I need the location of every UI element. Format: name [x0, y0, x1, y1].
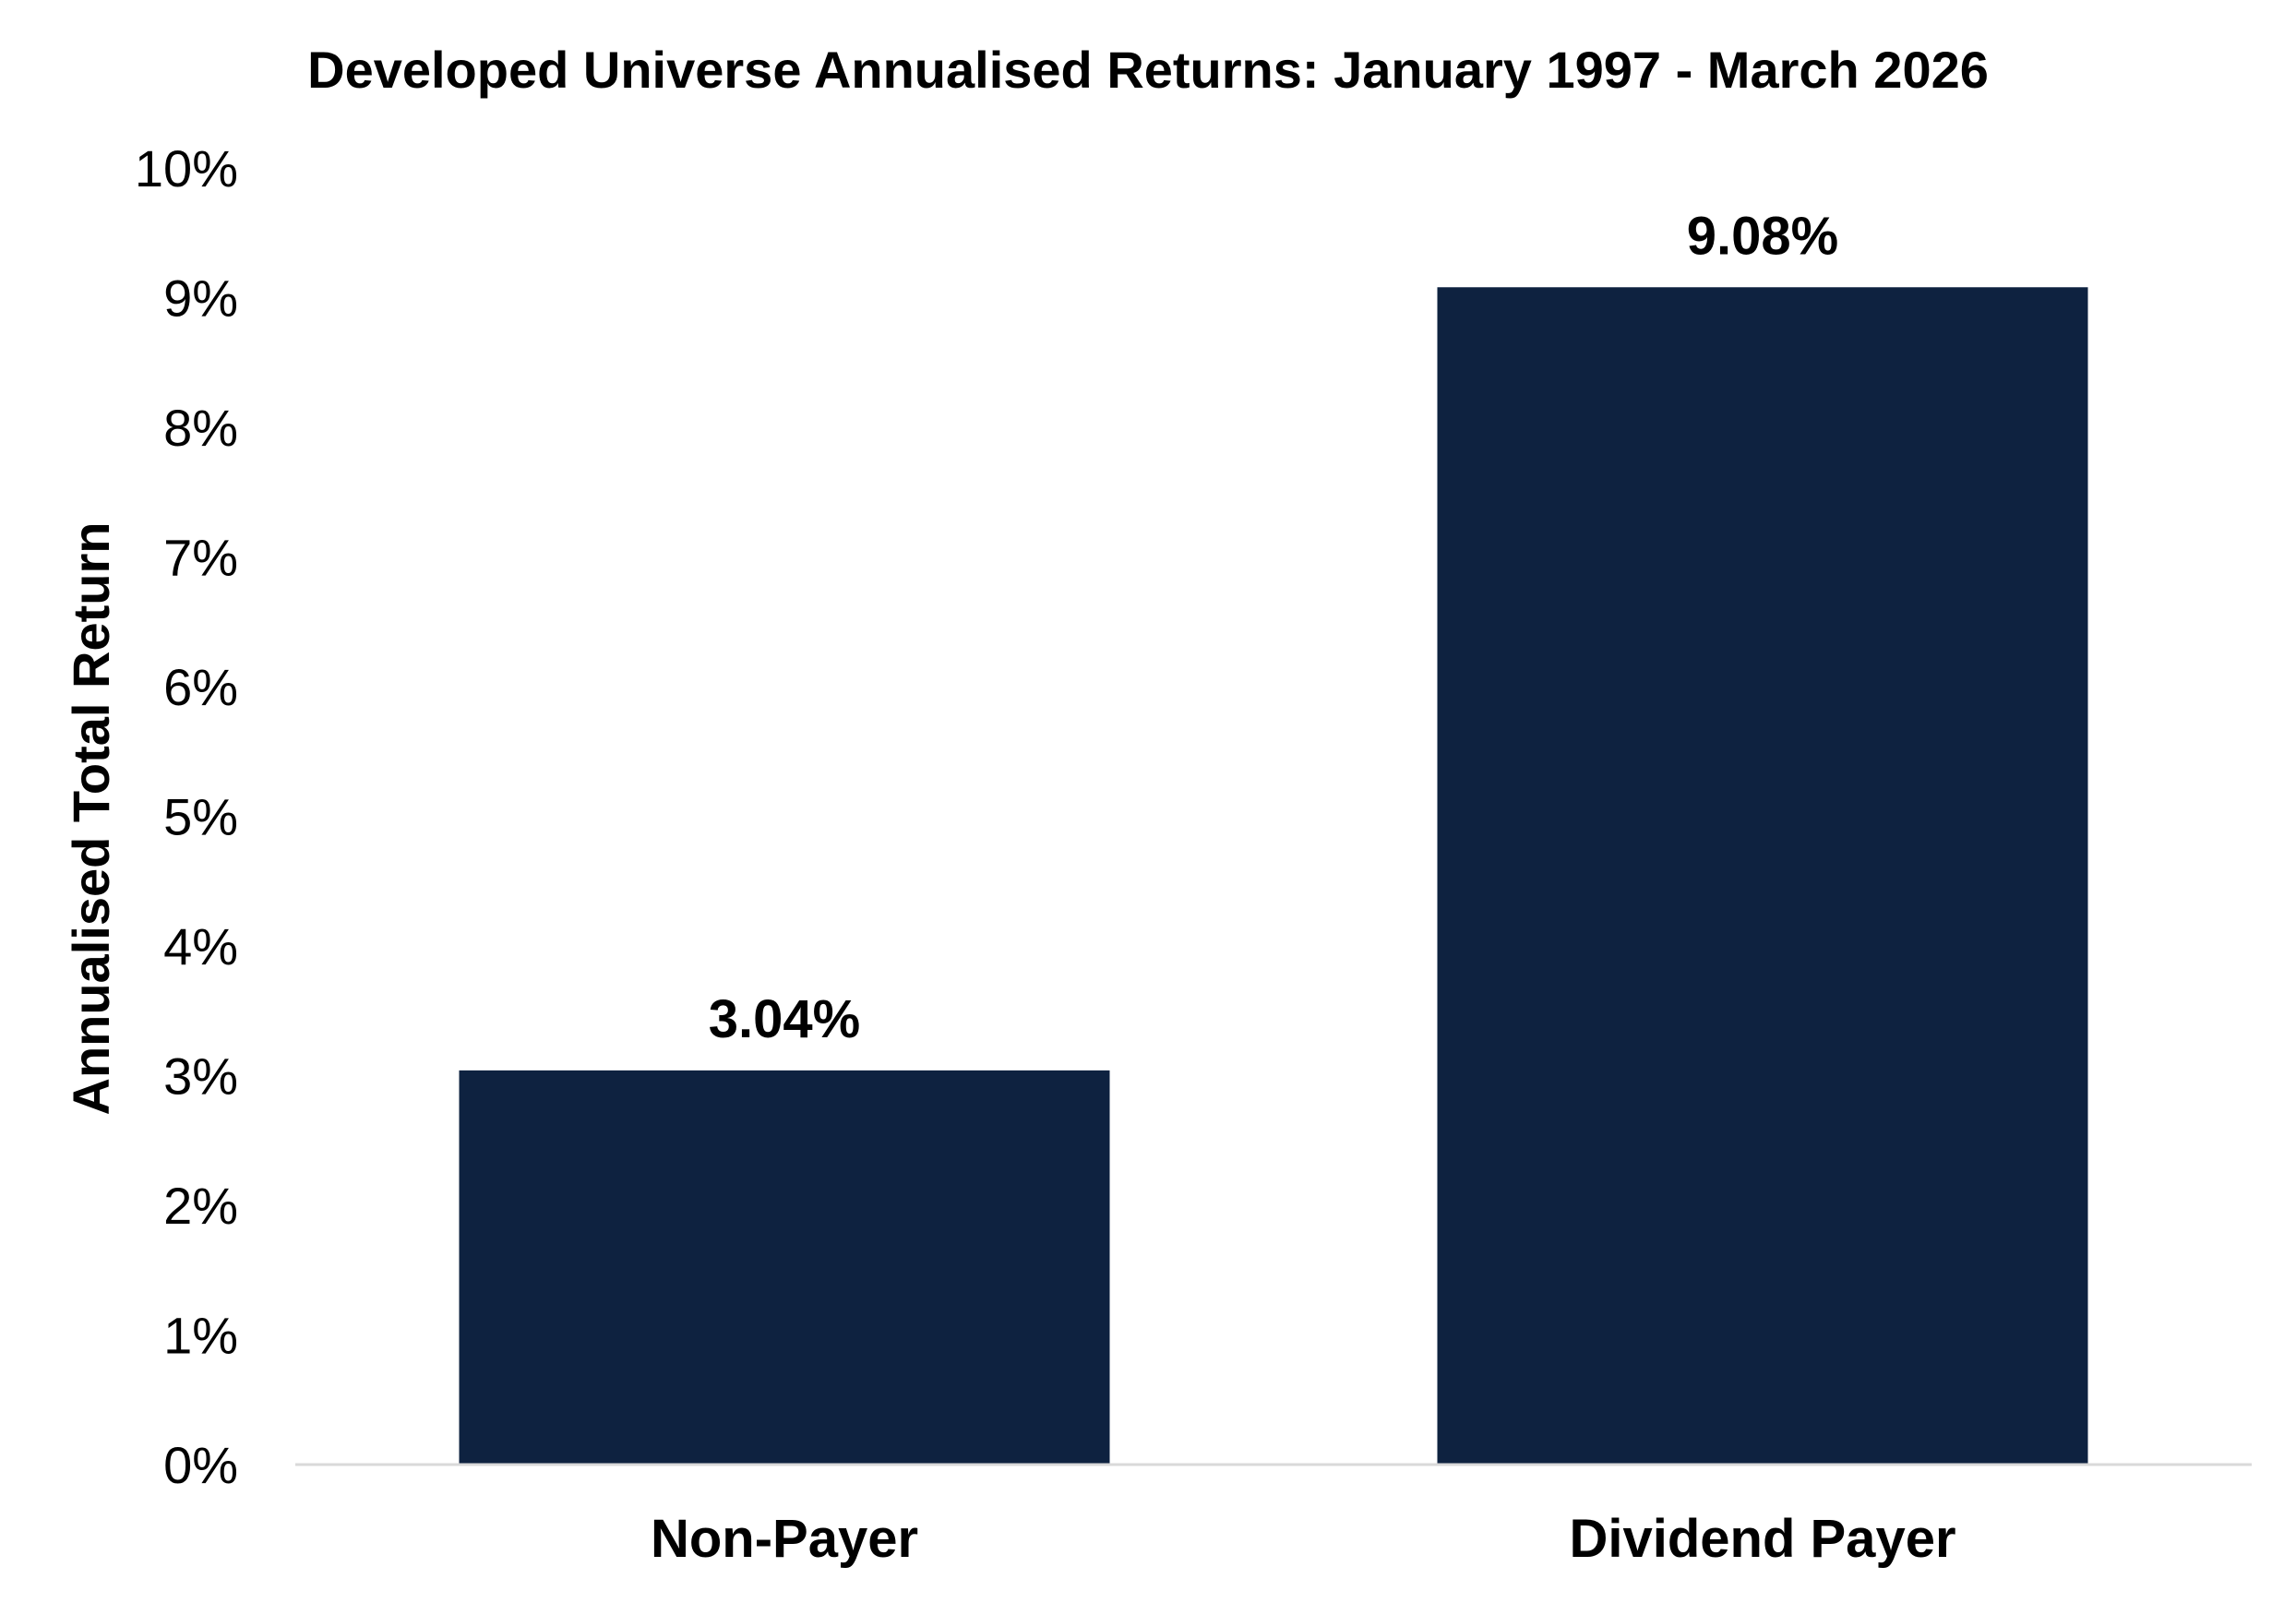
y-tick-label: 6% — [163, 658, 238, 716]
y-tick-label: 5% — [163, 788, 238, 846]
x-category-label: Non-Payer — [651, 1509, 918, 1569]
y-tick-label: 2% — [163, 1177, 238, 1235]
y-axis-label: Annualised Total Return — [62, 522, 120, 1116]
bar — [459, 1070, 1110, 1465]
y-tick-label: 9% — [163, 269, 238, 328]
bar-data-label: 3.04% — [709, 989, 860, 1049]
x-axis-categories: Non-Payer Dividend Payer — [651, 1509, 1956, 1569]
bars — [459, 287, 2088, 1465]
bar — [1437, 287, 2088, 1465]
y-tick-label: 7% — [163, 529, 238, 587]
y-tick-label: 0% — [163, 1436, 238, 1494]
y-axis-ticks: 0% 1% 2% 3% 4% 5% 6% 7% 8% 9% 10% — [135, 139, 238, 1494]
data-labels: 3.04% 9.08% — [709, 206, 1838, 1049]
chart-title: Developed Universe Annualised Returns: J… — [307, 41, 1989, 99]
y-tick-label: 1% — [163, 1307, 238, 1365]
y-tick-label: 3% — [163, 1047, 238, 1106]
y-tick-label: 4% — [163, 917, 238, 975]
y-tick-label: 10% — [135, 139, 238, 197]
x-category-label: Dividend Payer — [1569, 1509, 1955, 1569]
bar-data-label: 9.08% — [1687, 206, 1838, 266]
y-tick-label: 8% — [163, 399, 238, 457]
